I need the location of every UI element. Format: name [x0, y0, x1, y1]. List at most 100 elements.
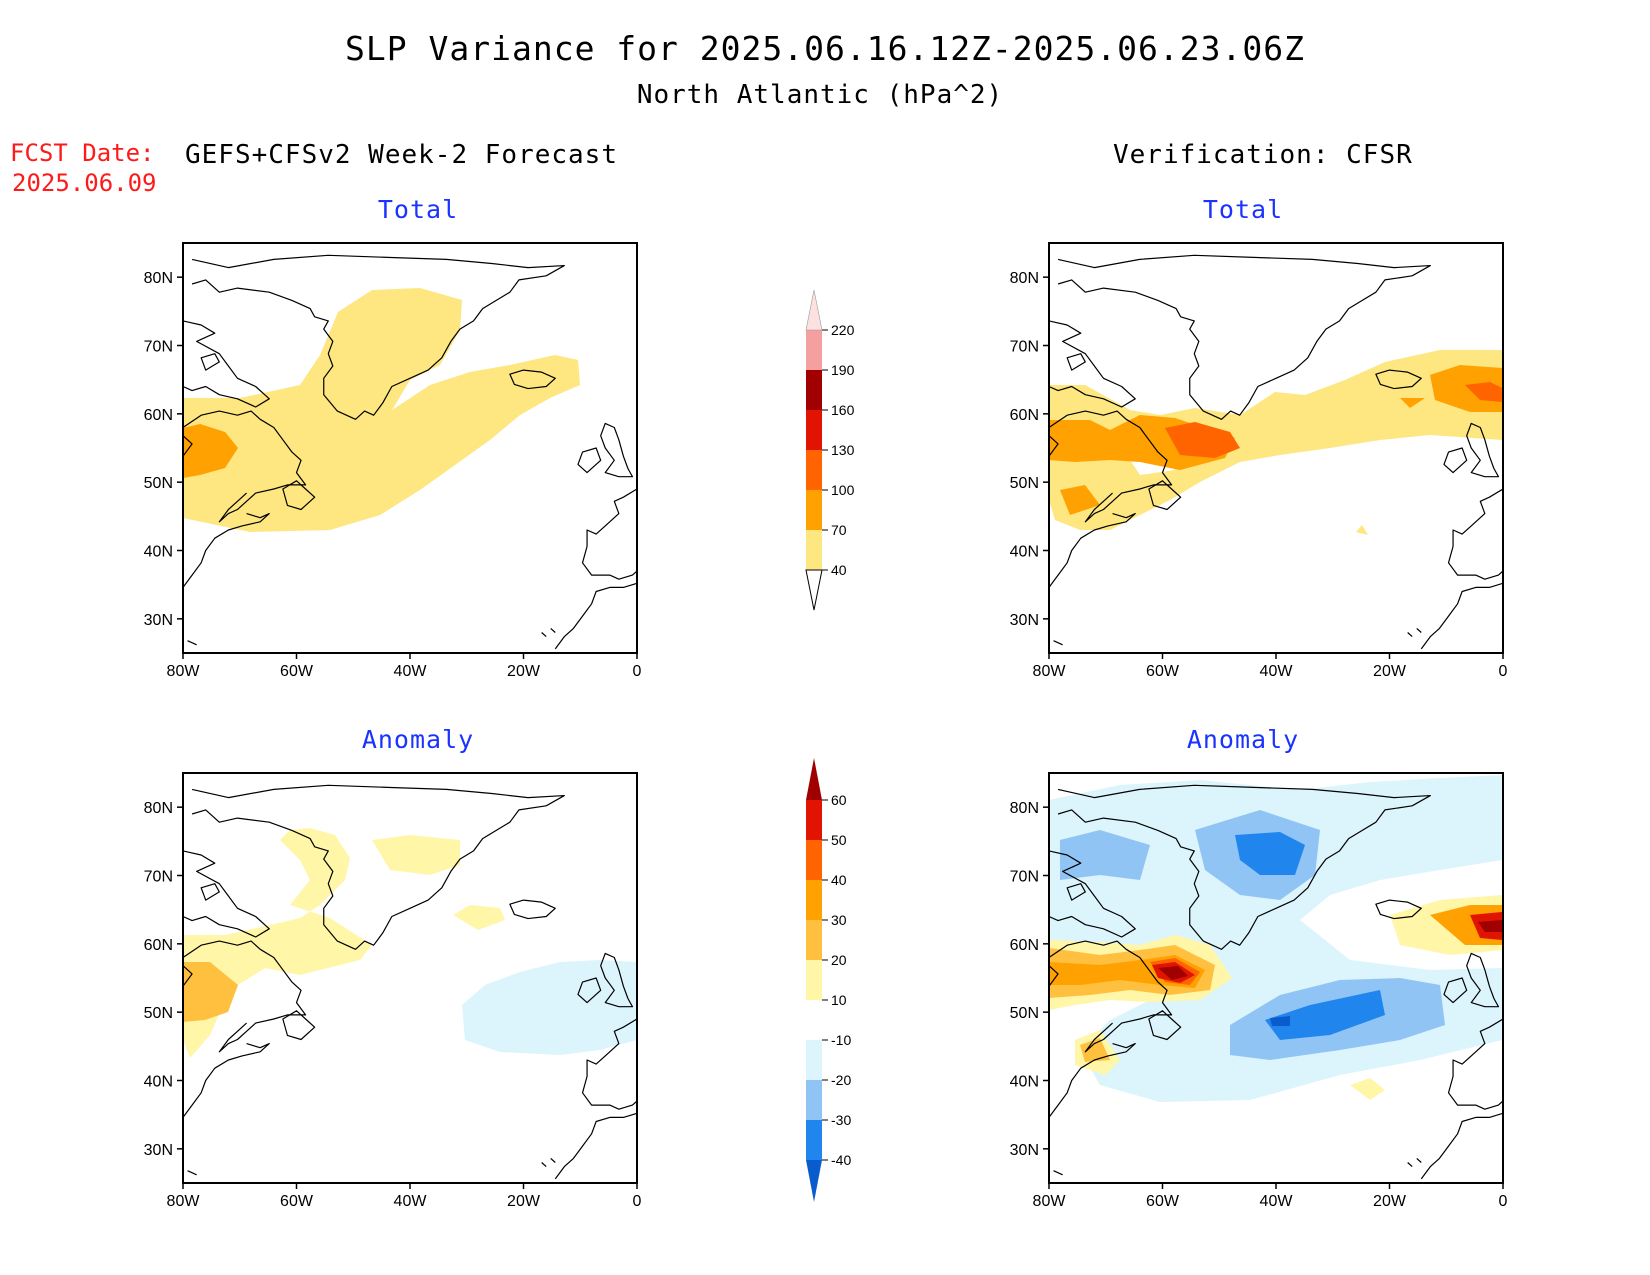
lat-tick-label: 40N: [1010, 1074, 1039, 1091]
panel-verification-total: Total: [1048, 195, 1504, 654]
colorbar-total-label: 70: [831, 522, 847, 538]
lon-tick-label: 20W: [507, 663, 541, 680]
figure-subtitle: North Atlantic (hPa^2): [637, 80, 1003, 110]
field-verification-anomaly: [1049, 775, 1502, 1102]
colorbar-anomaly-box: [806, 800, 822, 840]
colorbar-anomaly-box: [806, 920, 822, 960]
colorbar-anomaly-label: -30: [831, 1112, 851, 1128]
lon-tick-label: 60W: [1146, 663, 1180, 680]
colorbar-anomaly: 60 50 40 30 20 10 -10 -20 -30 -40: [806, 758, 851, 1202]
colorbar-anomaly-label: 10: [831, 992, 847, 1008]
lon-tick-label: 20W: [1373, 1193, 1407, 1210]
lon-tick-label: 80W: [1033, 1193, 1067, 1210]
colorbar-total-bottom-extension: [805, 569, 823, 611]
panel-forecast-total: Total: [182, 195, 638, 654]
colorbar-anomaly-label: 60: [831, 792, 847, 808]
lon-tick-label: 40W: [1260, 663, 1294, 680]
lat-tick-label: 70N: [144, 339, 173, 356]
lon-tick-label: 60W: [1146, 1193, 1180, 1210]
lat-tick-label: 50N: [144, 1005, 173, 1022]
lat-tick-label: 40N: [144, 544, 173, 561]
colorbar-total-label: 40: [831, 562, 847, 578]
field-verification-total: [1049, 350, 1502, 535]
colorbar-anomaly-box: [806, 1040, 822, 1080]
panel-title-verification-anomaly: Anomaly: [1187, 725, 1299, 754]
colorbar-total-label: 220: [831, 322, 855, 338]
lat-tick-label: 40N: [144, 1074, 173, 1091]
colorbar-anomaly-label: -40: [831, 1152, 851, 1168]
colorbar-total-top-extension: [805, 289, 823, 331]
lon-tick-label: 20W: [1373, 663, 1407, 680]
colorbar-anomaly-label: 50: [831, 832, 847, 848]
lat-tick-label: 50N: [144, 475, 173, 492]
colorbar-total-box: [806, 370, 822, 410]
colorbar-anomaly-box: [806, 1120, 822, 1160]
colorbar-anomaly-label: 40: [831, 872, 847, 888]
colorbar-anomaly-top-extension: [806, 758, 822, 800]
lat-tick-label: 70N: [1010, 339, 1039, 356]
lat-tick-label: 50N: [1010, 1005, 1039, 1022]
colorbar-anomaly-label: -20: [831, 1072, 851, 1088]
lat-tick-label: 30N: [1010, 1142, 1039, 1159]
lat-tick-label: 60N: [1010, 937, 1039, 954]
lon-tick-label: 0: [1499, 663, 1508, 680]
lon-tick-label: 0: [633, 663, 642, 680]
lat-tick-label: 80N: [1010, 270, 1039, 287]
colorbar-anomaly-bottom-extension: [806, 1160, 822, 1202]
colorbar-total-box: [806, 530, 822, 570]
colorbar-total: 40 70 100 130 160 190 220: [805, 289, 855, 611]
fcst-date-label: FCST Date:: [10, 139, 155, 167]
lat-tick-label: 80N: [1010, 800, 1039, 817]
colorbar-total-box: [806, 450, 822, 490]
lat-tick-label: 80N: [144, 270, 173, 287]
panel-title-forecast-anomaly: Anomaly: [362, 725, 474, 754]
lon-tick-label: 40W: [394, 663, 428, 680]
field-forecast-total: [183, 288, 580, 532]
panel-forecast-anomaly: Anomaly: [182, 725, 638, 1184]
lon-tick-label: 80W: [167, 1193, 201, 1210]
lat-tick-label: 80N: [144, 800, 173, 817]
lat-tick-label: 50N: [1010, 475, 1039, 492]
lon-tick-label: 80W: [1033, 663, 1067, 680]
lat-tick-label: 30N: [144, 1142, 173, 1159]
colorbar-anomaly-label: 20: [831, 952, 847, 968]
lon-tick-label: 0: [1499, 1193, 1508, 1210]
lon-tick-label: 0: [633, 1193, 642, 1210]
panel-title-forecast-total: Total: [378, 195, 458, 224]
field-forecast-anomaly: [183, 828, 637, 1058]
fcst-date-value: 2025.06.09: [12, 169, 157, 197]
lat-tick-label: 60N: [144, 407, 173, 424]
colorbar-anomaly-label: -10: [831, 1032, 851, 1048]
axis-tick-labels: 80N 70N 60N 50N 40N 30N 80W 60W 40W 20W 0 80N 70N 60N…: [144, 270, 1508, 1210]
lon-tick-label: 80W: [167, 663, 201, 680]
lat-tick-label: 60N: [144, 937, 173, 954]
lat-tick-label: 30N: [144, 612, 173, 629]
colorbar-anomaly-box: [806, 960, 822, 1000]
panel-title-verification-total: Total: [1203, 195, 1283, 224]
lat-tick-label: 60N: [1010, 407, 1039, 424]
colorbar-total-label: 100: [831, 482, 855, 498]
colorbar-anomaly-box: [806, 880, 822, 920]
colorbar-total-box: [806, 330, 822, 370]
panel-verification-anomaly: Anomaly: [1048, 725, 1504, 1184]
lon-tick-label: 60W: [280, 663, 314, 680]
colorbar-total-label: 130: [831, 442, 855, 458]
colorbar-total-label: 190: [831, 362, 855, 378]
colorbar-anomaly-box: [806, 1080, 822, 1120]
lat-tick-label: 70N: [144, 869, 173, 886]
colorbar-total-box: [806, 410, 822, 450]
lon-tick-label: 40W: [394, 1193, 428, 1210]
lon-tick-label: 40W: [1260, 1193, 1294, 1210]
colorbar-anomaly-box: [806, 840, 822, 880]
left-column-header: GEFS+CFSv2 Week-2 Forecast: [185, 140, 618, 170]
colorbar-anomaly-label: 30: [831, 912, 847, 928]
lon-tick-label: 20W: [507, 1193, 541, 1210]
right-column-header: Verification: CFSR: [1113, 140, 1413, 170]
lat-tick-label: 70N: [1010, 869, 1039, 886]
colorbar-total-label: 160: [831, 402, 855, 418]
colorbar-total-box: [806, 490, 822, 530]
lat-tick-label: 40N: [1010, 544, 1039, 561]
figure-title: SLP Variance for 2025.06.16.12Z-2025.06.…: [345, 29, 1305, 68]
colorbar-anomaly-box: [806, 1000, 822, 1040]
